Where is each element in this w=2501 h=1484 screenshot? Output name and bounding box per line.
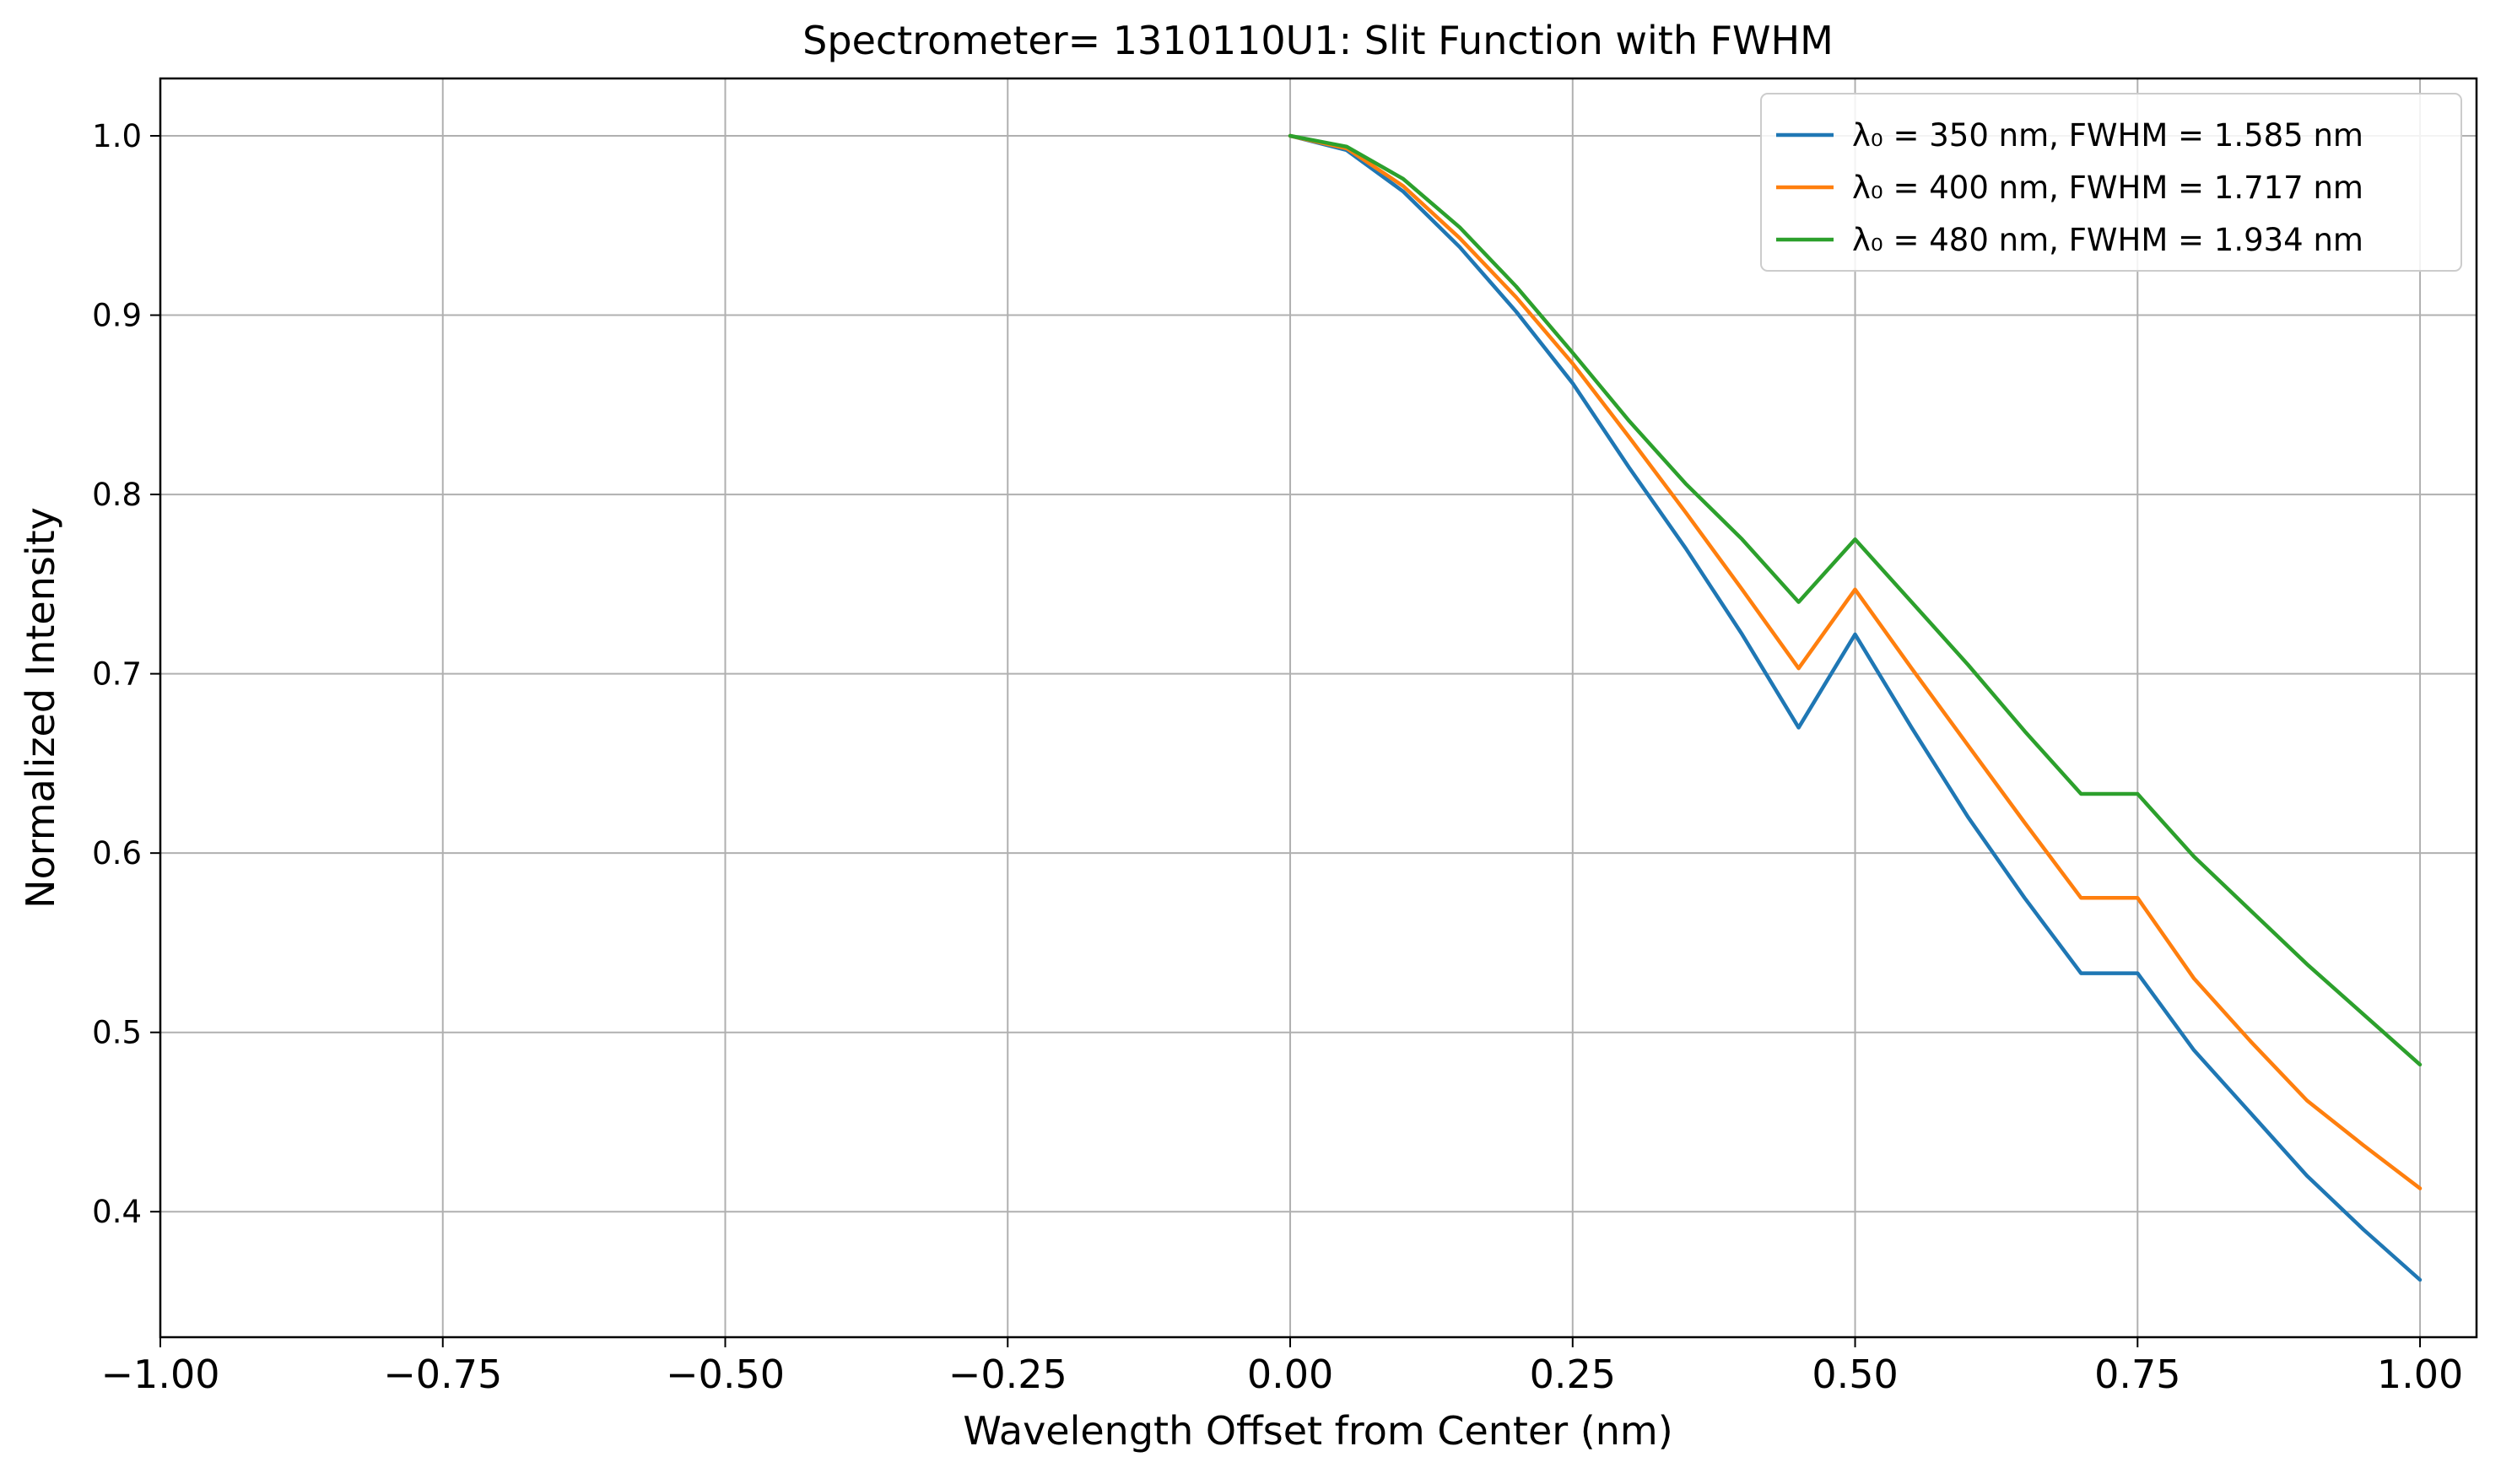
series-line-2 — [1288, 133, 2423, 1190]
x-tick-label: 0.00 — [1247, 1352, 1333, 1397]
series-line-3 — [1288, 133, 2423, 1067]
y-tick-label: 0.5 — [92, 1015, 142, 1051]
legend-label-2: λ₀ = 400 nm, FWHM = 1.717 nm — [1852, 170, 2363, 206]
legend-box — [1760, 93, 2462, 272]
legend-label-3: λ₀ = 480 nm, FWHM = 1.934 nm — [1852, 222, 2363, 258]
chart-title: Spectrometer= 1310110U1: Slit Function w… — [802, 18, 1834, 63]
x-tick-label: −1.00 — [101, 1352, 220, 1397]
y-tick-label: 1.0 — [92, 118, 142, 154]
legend: λ₀ = 350 nm, FWHM = 1.585 nm λ₀ = 400 nm,… — [1760, 93, 2462, 272]
x-tick-label: 0.75 — [2094, 1352, 2180, 1397]
y-tick-label: 0.7 — [92, 656, 142, 693]
y-tick-label: 0.8 — [92, 477, 142, 513]
y-axis-label: Normalized Intensity — [18, 507, 63, 909]
x-tick-label: 0.50 — [1812, 1352, 1898, 1397]
x-axis-label: Wavelength Offset from Center (nm) — [963, 1408, 1672, 1454]
y-tick-label: 0.4 — [92, 1194, 142, 1230]
legend-label-1: λ₀ = 350 nm, FWHM = 1.585 nm — [1852, 117, 2363, 154]
plot-frame — [159, 77, 2478, 1339]
x-tick-label: 0.25 — [1530, 1352, 1616, 1397]
x-tick-label: −0.25 — [948, 1352, 1067, 1397]
x-tick-label: −0.75 — [383, 1352, 502, 1397]
series-line-1 — [1288, 133, 2423, 1282]
y-tick-label: 0.9 — [92, 298, 142, 334]
y-tick-label: 0.6 — [92, 835, 142, 872]
series-group — [1288, 133, 2423, 1282]
grid — [159, 78, 2477, 1337]
axis-ticks: −1.00 −0.75 −0.50 −0.25 0.00 0.25 0.50 0.75 1.00… — [92, 118, 2463, 1397]
x-tick-label: 1.00 — [2377, 1352, 2463, 1397]
x-tick-label: −0.50 — [666, 1352, 785, 1397]
